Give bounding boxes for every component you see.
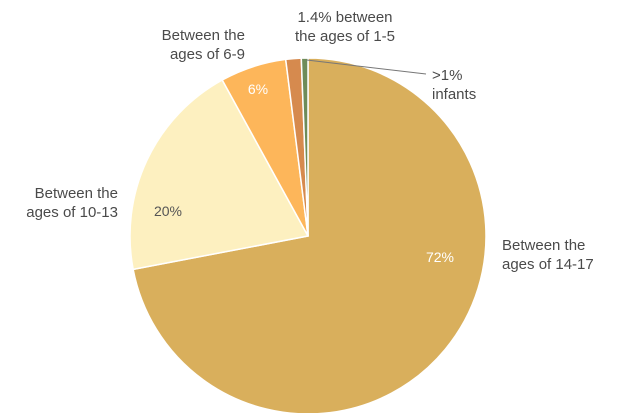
slice-value-label-1: 72% [426,249,454,265]
leader-line-infants [306,59,427,75]
slice-category-label-line: ages of 10-13 [26,204,118,221]
pie-slice-1 [132,57,487,413]
slice-category-label-line: ages of 14-17 [502,256,594,273]
slice-category-label-line: Between the [162,27,245,44]
slice-category-label-line: ages of 6-9 [170,46,245,63]
slice-category-label-5: >1% infants [432,67,476,103]
slice-category-labels: Between the ages of 14-17 Between the ages … [26,9,594,273]
leader-lines [306,59,427,75]
slice-category-label-line: the ages of 1-5 [295,28,395,45]
slice-value-label-2: 20% [154,203,182,219]
slice-category-label-2: Between the ages of 10-13 [26,185,118,221]
slice-category-label-4: 1.4% between the ages of 1-5 [295,9,395,45]
slice-value-label-3: 6% [248,81,268,97]
slice-category-label-line: infants [432,86,476,103]
slice-category-label-3: Between the ages of 6-9 [162,27,245,63]
slice-category-label-1: Between the ages of 14-17 [502,237,594,273]
pie-slices [129,57,487,413]
slice-category-label-line: Between the [35,185,118,202]
pie-slice-2 [129,78,310,271]
slice-category-label-line: 1.4% between [297,9,392,26]
slice-category-label-line: Between the [502,237,585,254]
slice-value-labels: 72% 20% 6% [154,81,454,265]
slice-category-label-line: >1% [432,67,462,84]
pie-slice-5 [300,57,309,237]
